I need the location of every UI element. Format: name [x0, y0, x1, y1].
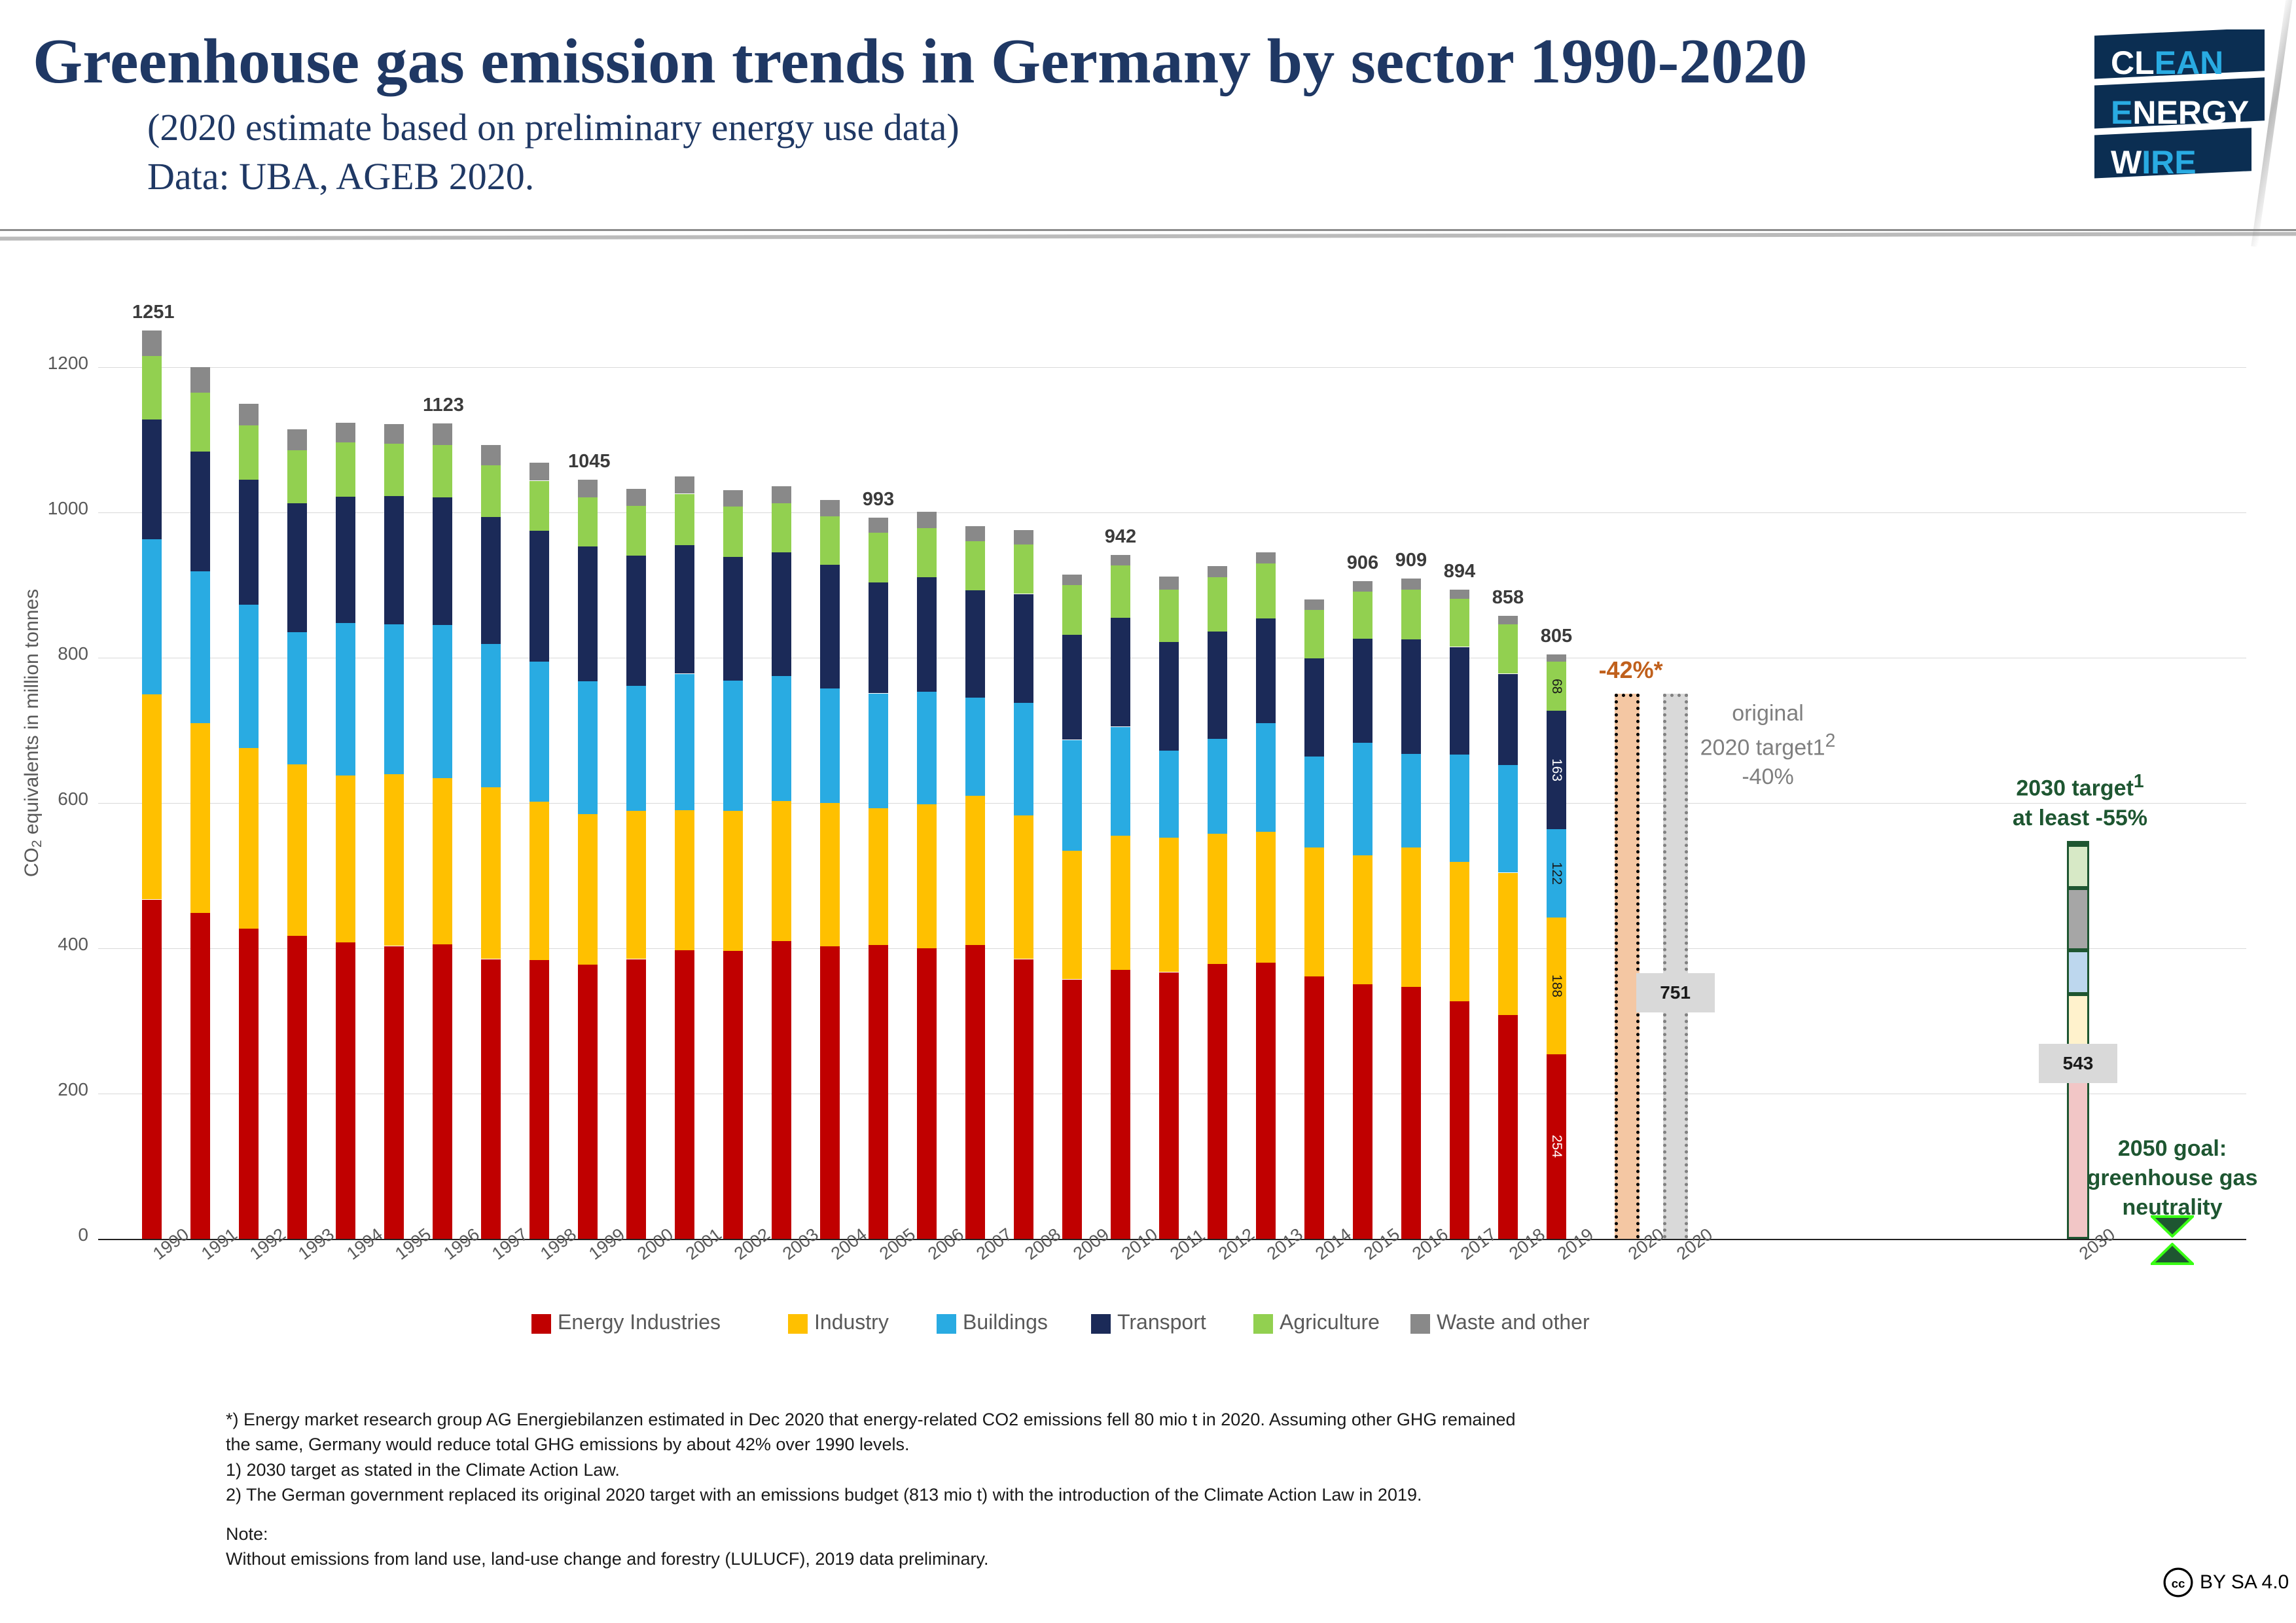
svg-text:cc: cc — [2172, 1577, 2185, 1590]
